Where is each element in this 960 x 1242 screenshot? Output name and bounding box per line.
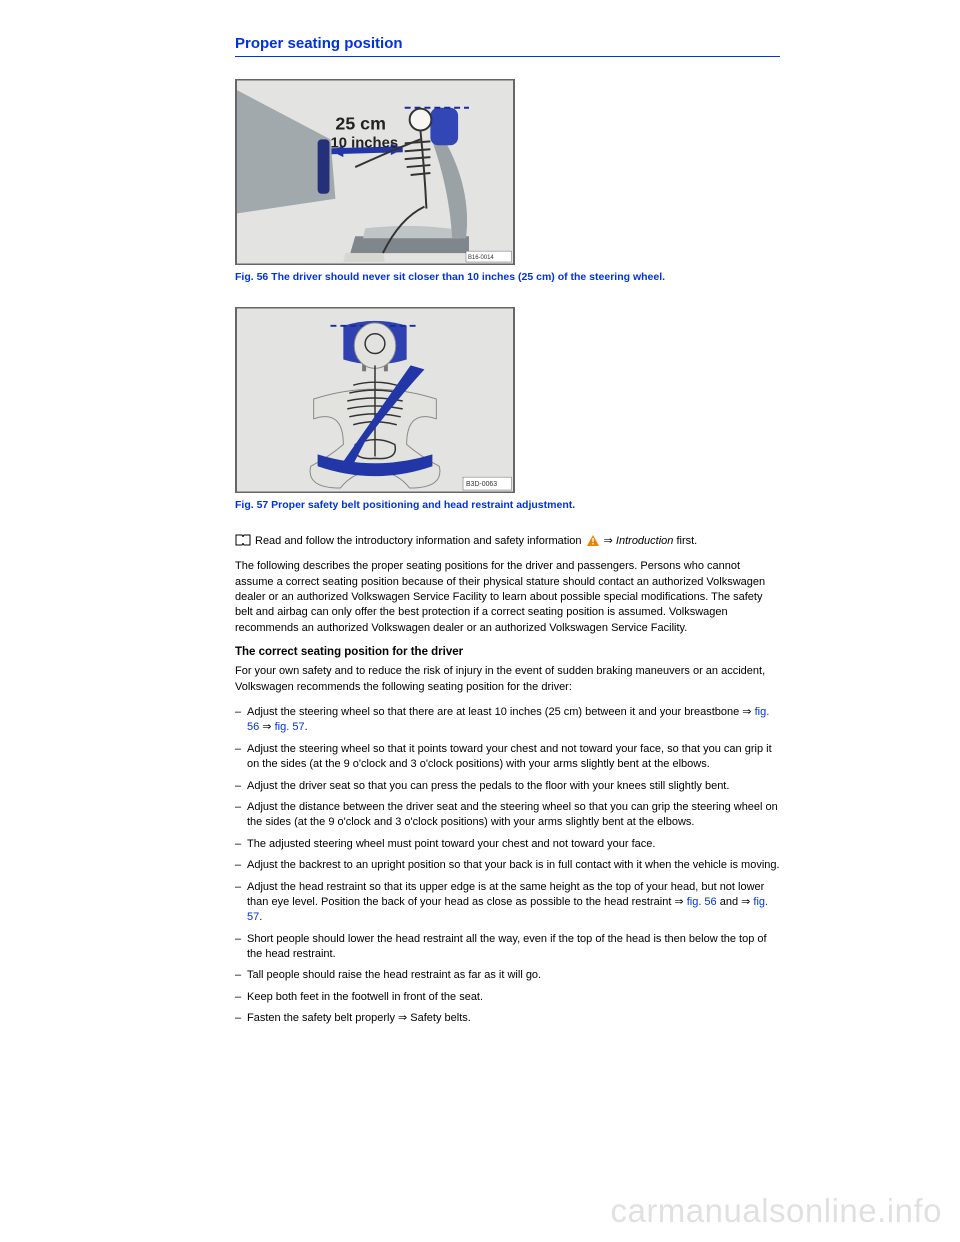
book-icon — [235, 534, 251, 546]
read-first-suffix: first. — [673, 535, 697, 547]
watermark: carmanualsonline.info — [610, 1192, 942, 1230]
list-item: Short people should lower the head restr… — [235, 932, 780, 963]
fig-ref: fig. 56 — [687, 896, 717, 908]
list-item: Fasten the safety belt properly ⇒ Safety… — [235, 1011, 780, 1026]
list-item: Adjust the driver seat so that you can p… — [235, 779, 780, 794]
list-item: Adjust the head restraint so that its up… — [235, 880, 780, 926]
intro-paragraph: The following describes the proper seati… — [235, 559, 780, 636]
read-first-link: Introduction — [616, 535, 673, 547]
read-first-prefix: Read and follow the introductory informa… — [255, 535, 585, 547]
list-item: Adjust the backrest to an upright positi… — [235, 858, 780, 873]
svg-text:25 cm: 25 cm — [335, 113, 385, 133]
figure-56-illustration: 25 cm 10 inches B16-0014 — [235, 79, 515, 265]
read-first-line: Read and follow the introductory informa… — [235, 534, 780, 547]
list-item: Adjust the steering wheel so that it poi… — [235, 742, 780, 773]
figure-57-illustration: B3D-0063 — [235, 307, 515, 493]
section-title: Proper seating position — [235, 35, 780, 57]
list-item: The adjusted steering wheel must point t… — [235, 837, 780, 852]
fig-ref: fig. 56 — [247, 706, 769, 733]
driver-bullet-list: Adjust the steering wheel so that there … — [235, 705, 780, 1027]
read-first-arrow: ⇒ — [604, 535, 613, 547]
svg-text:10 inches: 10 inches — [330, 135, 398, 151]
driver-intro: For your own safety and to reduce the ri… — [235, 664, 780, 695]
driver-heading: The correct seating position for the dri… — [235, 646, 780, 658]
list-item: Keep both feet in the footwell in front … — [235, 990, 780, 1005]
list-item: Tall people should raise the head restra… — [235, 968, 780, 983]
warning-icon — [587, 535, 599, 546]
fig-ref: fig. 57 — [275, 721, 305, 733]
svg-text:B16-0014: B16-0014 — [468, 255, 494, 261]
svg-text:B3D-0063: B3D-0063 — [466, 481, 497, 488]
figure-56-caption: Fig. 56 The driver should never sit clos… — [235, 271, 780, 285]
list-item: Adjust the distance between the driver s… — [235, 800, 780, 831]
list-item: Adjust the steering wheel so that there … — [235, 705, 780, 736]
figure-57-caption: Fig. 57 Proper safety belt positioning a… — [235, 499, 780, 513]
